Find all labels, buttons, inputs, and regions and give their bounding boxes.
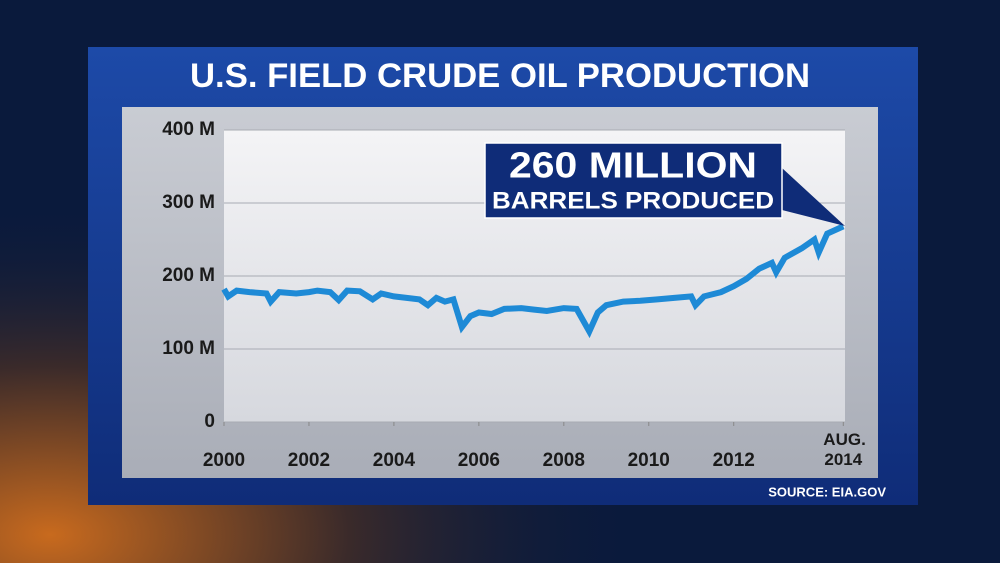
annotation-subline: BARRELS PRODUCED [492,187,774,214]
x-tick-label: 2008 [543,450,585,471]
x-tick-label: 2004 [373,450,416,471]
annotation-box [484,142,783,219]
x-tick-label: 2010 [628,450,670,471]
y-tick-label: 400 M [162,119,215,140]
y-tick-label: 300 M [162,192,215,213]
x-tick-label: 2000 [203,450,245,471]
x-tick-label: 2002 [288,450,330,471]
x-tick-label: 2006 [458,450,500,471]
chart-title: U.S. FIELD CRUDE OIL PRODUCTION [190,57,810,95]
x-tick-label: AUG. 2014 [823,430,866,469]
data-line [221,223,845,339]
source: SOURCE: EIA.GOV [768,484,886,499]
annotation-pointer [782,168,845,226]
annotation-headline: 260 MILLION [509,145,757,186]
y-tick-label: 100 M [162,338,215,359]
y-tick-label: 200 M [162,265,215,286]
x-tick-label: 2012 [713,450,755,471]
y-tick-label: 0 [204,411,215,432]
